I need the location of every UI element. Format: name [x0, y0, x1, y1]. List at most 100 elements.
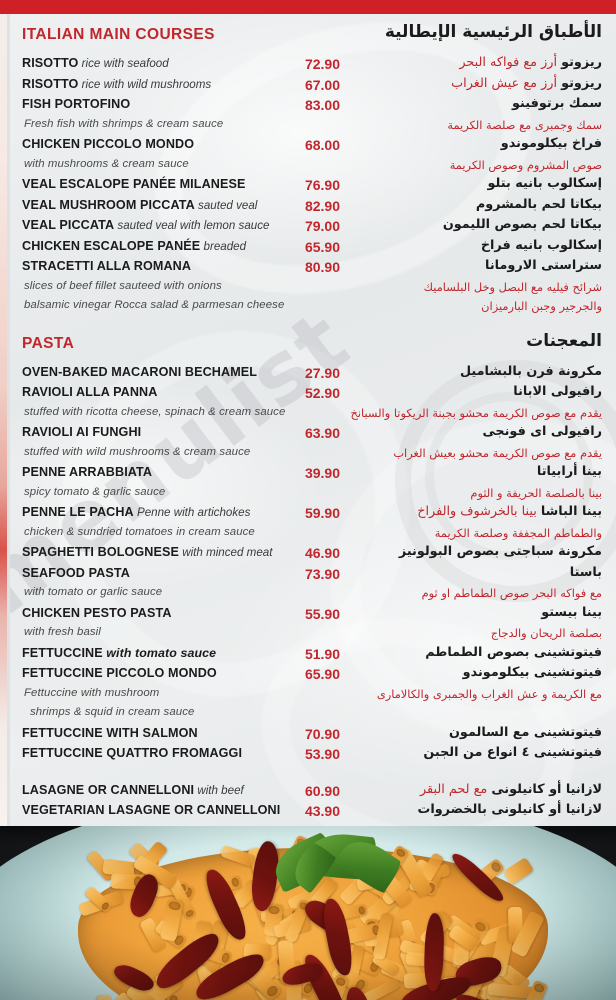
item-name-ar-main: بيكاتا لحم بصوص الليمون — [442, 217, 602, 232]
photo-vignette — [0, 826, 616, 1000]
item-description-ar: شرائح فيليه مع البصل وخل البلساميك — [423, 279, 602, 294]
item-price: 55.90 — [304, 605, 340, 622]
item-name-suffix: with tomato sauce — [102, 645, 217, 660]
item-name: SPAGHETTI BOLOGNESE with minced meat — [22, 545, 273, 559]
menu-item-row: CHICKEN ESCALOPE PANÉE breaded 65.90 — [22, 239, 340, 257]
menu-item-row: FETTUCCINE with tomato sauce 51.90 — [22, 646, 340, 664]
item-description-ar: بينا بالصلصة الحريفة و الثوم — [470, 485, 602, 500]
item-name-suffix: Penne with artichokes — [133, 506, 251, 519]
item-name-ar: فراخ بيكلوموندو — [501, 137, 602, 151]
item-price: 60.90 — [304, 782, 340, 799]
item-name: SEAFOOD PASTA — [22, 565, 130, 580]
item-name-ar: بينا أرابياتا — [537, 465, 602, 479]
item-price: 51.90 — [304, 645, 340, 662]
photo-pasta-mound — [78, 830, 549, 1000]
item-name: CHICKEN ESCALOPE PANÉE breaded — [22, 238, 247, 253]
menu-item-row: FISH PORTOFINO 83.00 — [22, 97, 340, 115]
item-name-ar-main: بينا الباشا — [540, 504, 602, 519]
menu-item-row: FETTUCCINE PICCOLO MONDO 65.90 — [22, 666, 340, 684]
item-description-ar: والطماطم المجففة وصلصة الكريمة — [434, 525, 602, 540]
item-name-ar: إسكالوب بانيه فراخ — [480, 237, 602, 253]
menu-item-row: VEAL MUSHROOM PICCATA sauted veal 82.90 — [22, 198, 340, 216]
menu-item-row: RAVIOLI ALLA PANNA 52.90 — [22, 385, 340, 403]
item-description: Fresh fish with shrimps & cream sauce — [24, 117, 224, 130]
item-name: RAVIOLI ALLA PANNA — [22, 385, 158, 399]
item-name: STRACETTI ALLA ROMANA — [22, 259, 192, 273]
item-description: with fresh basil — [24, 626, 101, 638]
item-name-ar: رافيولى اى فونجى — [482, 425, 602, 439]
item-price: 82.90 — [304, 197, 340, 214]
item-name-ar-main: باستا — [569, 564, 602, 580]
item-name: FETTUCCINE with tomato sauce — [22, 645, 217, 660]
menu-item-row: OVEN-BAKED MACARONI BECHAMEL 27.90 — [22, 365, 340, 383]
menu-item-row: VEAL ESCALOPE PANÉE MILANESE 76.90 — [22, 177, 340, 195]
item-name-ar-suffix: أرز مع عيش الغراب — [451, 75, 562, 91]
item-name-ar-main: ريزوتو — [561, 75, 602, 91]
item-name: RISOTTO rice with seafood — [22, 56, 169, 70]
item-price: 83.00 — [304, 97, 340, 113]
pasta-photo — [0, 826, 616, 1000]
item-name-ar-main: إسكالوب بانيه بتلو — [487, 176, 603, 191]
top-red-bar — [0, 0, 616, 14]
item-name: FETTUCCINE WITH SALMON — [22, 725, 198, 740]
menu-item-row: CHICKEN PICCOLO MONDO 68.00 — [22, 137, 340, 155]
item-name-ar-main: فيتوتشينى بصوص الطماطم — [425, 644, 602, 660]
item-price: 68.00 — [304, 137, 340, 153]
item-description-ar: والجرجير وجبن البارميزان — [481, 299, 602, 313]
item-name-ar: بينا الباشا بينا بالخرشوف والفراخ — [417, 504, 602, 519]
item-price: 52.90 — [304, 385, 340, 401]
item-name-ar: رافيولى الابانا — [513, 384, 602, 399]
item-description-ar: مع الكريمة و عش الغراب والجمبرى والكالام… — [376, 686, 602, 701]
item-name: FETTUCCINE PICCOLO MONDO — [22, 666, 217, 680]
item-price: 80.90 — [304, 259, 340, 275]
background-plate-outline — [425, 392, 593, 560]
item-name-ar: مكرونة سباجتى بصوص البولونيز — [398, 544, 602, 559]
item-name-ar: لازانيا أو كانيلونى بالخضروات — [417, 803, 602, 817]
left-edge-shadow — [7, 14, 10, 826]
item-name-ar: لازانيا أو كانيلونى مع لحم البقر — [420, 781, 602, 797]
item-name-ar-main: بينا بيستو — [541, 604, 602, 620]
item-price: 39.90 — [304, 465, 340, 481]
item-description-ar: صوص المشروم وصوص الكريمة — [449, 157, 602, 172]
item-name-ar-main: ستراستى الارومانا — [485, 258, 602, 273]
menu-item-row: RAVIOLI AI FUNGHI 63.90 — [22, 425, 340, 443]
item-name: RISOTTO rice with wild mushrooms — [22, 76, 212, 91]
section-title-en-pasta: PASTA — [22, 334, 75, 352]
item-description-ar: سمك وجمبرى مع صلصة الكريمة — [447, 117, 602, 132]
item-name: OVEN-BAKED MACARONI BECHAMEL — [22, 364, 258, 379]
item-name: VEAL PICCATA sauted veal with lemon sauc… — [22, 218, 270, 232]
item-name-suffix: sauted veal with lemon sauce — [114, 219, 270, 232]
item-description-ar: يقدم مع صوص الكريمة محشو بجبنة الريكوتا … — [350, 405, 602, 420]
item-description-ar: يقدم مع صوص الكريمة محشو بعيش الغراب — [393, 445, 602, 460]
item-price: 59.90 — [304, 505, 340, 521]
menu-item-row: VEGETARIAN LASAGNE OR CANNELLONI 43.90 — [22, 803, 340, 821]
item-description: balsamic vinegar Rocca salad & parmesan … — [24, 299, 285, 311]
item-name-ar-suffix: أرز مع فواكه البحر — [459, 55, 562, 70]
item-price: 65.90 — [304, 238, 340, 255]
item-name: VEGETARIAN LASAGNE OR CANNELLONI — [22, 803, 281, 817]
item-name: CHICKEN PICCOLO MONDO — [22, 137, 195, 151]
item-name-ar-main: إسكالوب بانيه فراخ — [480, 237, 602, 253]
item-name-ar-main: رافيولى الابانا — [513, 384, 602, 399]
menu-item-row: VEAL PICCATA sauted veal with lemon sauc… — [22, 218, 340, 236]
item-name-suffix: rice with wild mushrooms — [78, 77, 212, 91]
item-name-ar-main: لازانيا أو كانيلونى — [491, 781, 602, 797]
menu-item-row: PENNE ARRABBIATA 39.90 — [22, 465, 340, 483]
menu-item-row: SPAGHETTI BOLOGNESE with minced meat 46.9… — [22, 545, 340, 563]
section-title-ar-italian-main-courses: الأطباق الرئيسية الإيطالية — [384, 22, 602, 42]
item-price: 79.00 — [304, 218, 340, 234]
item-name: PENNE ARRABBIATA — [22, 465, 153, 479]
item-name-ar-main: مكرونة فرن بالبشاميل — [459, 363, 602, 379]
item-name-ar: باستا — [569, 564, 602, 580]
menu-item-row: SEAFOOD PASTA 73.90 — [22, 566, 340, 584]
item-name-ar-main: فيتوتشينى بيكلوموندو — [462, 665, 602, 680]
item-name-ar: فيتوتشينى بصوص الطماطم — [425, 644, 602, 660]
item-description: stuffed with wild mushrooms & cream sauc… — [24, 445, 251, 458]
item-name-ar: بينا بيستو — [541, 604, 602, 620]
menu-item-row: CHICKEN PESTO PASTA 55.90 — [22, 606, 340, 624]
item-name-ar: ريزوتو أرز مع فواكه البحر — [459, 55, 602, 70]
item-name: PENNE LE PACHA Penne with artichokes — [22, 505, 251, 519]
item-name-ar-main: مكرونة سباجتى بصوص البولونيز — [398, 544, 602, 559]
item-description: chicken & sundried tomatoes in cream sau… — [24, 525, 255, 538]
item-name: LASAGNE OR CANNELLONI with beef — [22, 782, 244, 797]
